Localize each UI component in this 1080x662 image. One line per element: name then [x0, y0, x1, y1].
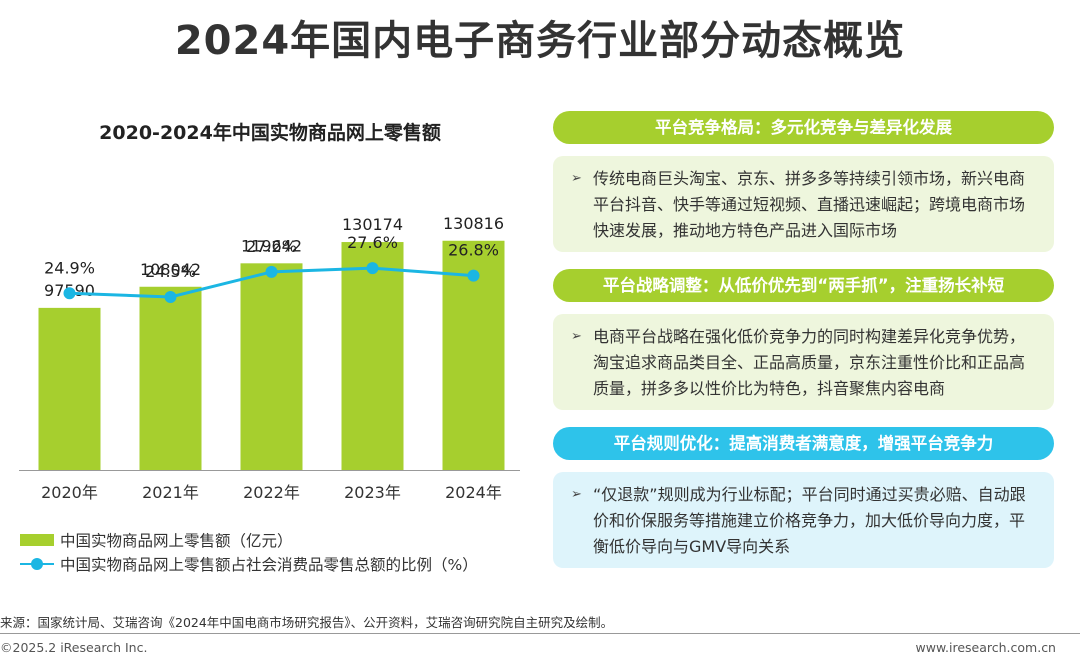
line-value-label-2: 27.2% [246, 237, 297, 256]
bar-value-label-1: 108042 [140, 260, 201, 279]
section-text-rules: “仅退款”规则成为行业标配；平台同时通过买贵必赔、自动跟价和价保服务等措施建立价… [593, 485, 1026, 556]
section-heading-rules: 平台规则优化：提高消费者满意度，增强平台竞争力 [553, 427, 1054, 460]
section-box-competition: ➢ 传统电商巨头淘宝、京东、拼多多等持续引领市场，新兴电商平台抖音、快手等通过短… [553, 156, 1054, 252]
line-point-3 [366, 262, 379, 275]
legend-bar-swatch [20, 534, 54, 546]
bar-value-label-4: 130816 [443, 214, 504, 233]
section-box-rules: ➢ “仅退款”规则成为行业标配；平台同时通过买贵必赔、自动跟价和价保服务等措施建… [553, 472, 1054, 568]
bar-2 [240, 263, 303, 470]
bar-value-label-3: 130174 [342, 215, 403, 234]
source-note: 来源：国家统计局、艾瑞咨询《2024年中国电商市场研究报告》、公开资料，艾瑞咨询… [0, 615, 614, 630]
section-heading-strategy: 平台战略调整：从低价优先到“两手抓”，注重扬长补短 [553, 269, 1054, 302]
page-title: 2024年国内电子商务行业部分动态概览 [174, 18, 906, 64]
section-text-competition: 传统电商巨头淘宝、京东、拼多多等持续引领市场，新兴电商平台抖音、快手等通过短视频… [593, 169, 1026, 240]
copyright: ©2025.2 iResearch Inc. [0, 640, 148, 655]
line-point-2 [265, 265, 278, 278]
website-link[interactable]: www.iresearch.com.cn [915, 640, 1057, 655]
chart-title: 2020-2024年中国实物商品网上零售额 [99, 122, 441, 144]
line-value-label-0: 24.9% [44, 258, 95, 277]
bullet-arrow-icon: ➢ [571, 487, 582, 502]
legend-line-swatch [20, 558, 54, 570]
x-tick-label-2: 2022年 [243, 483, 300, 502]
section-heading-competition: 平台竞争格局：多元化竞争与差异化发展 [553, 111, 1054, 144]
section-text-strategy: 电商平台战略在强化低价竞争力的同时构建差异化竞争优势，淘宝追求商品类目全、正品高… [593, 327, 1026, 398]
legend-line-label: 中国实物商品网上零售额占社会消费品零售总额的比例（%） [60, 556, 478, 574]
line-point-4 [467, 269, 480, 282]
combo-chart: 975902020年1080422021年1196422022年13017420… [19, 214, 520, 502]
line-value-label-1: 24.5% [145, 262, 196, 281]
x-tick-label-4: 2024年 [445, 483, 502, 502]
legend-item-line: 中国实物商品网上零售额占社会消费品零售总额的比例（%） [20, 552, 478, 576]
x-tick-label-0: 2020年 [41, 483, 98, 502]
bar-0 [38, 307, 101, 470]
footer-divider [0, 633, 1080, 634]
line-value-label-3: 27.6% [347, 233, 398, 252]
line-value-label-4: 26.8% [448, 241, 499, 260]
legend-item-bar: 中国实物商品网上零售额（亿元） [20, 528, 478, 552]
bar-3 [341, 242, 404, 470]
x-tick-label-1: 2021年 [142, 483, 199, 502]
x-tick-label-3: 2023年 [344, 483, 401, 502]
line-point-1 [164, 291, 177, 303]
bar-value-label-2: 119642 [241, 236, 302, 255]
section-box-strategy: ➢ 电商平台战略在强化低价竞争力的同时构建差异化竞争优势，淘宝追求商品类目全、正… [553, 314, 1054, 410]
bullet-arrow-icon: ➢ [571, 329, 582, 344]
bar-1 [139, 286, 202, 470]
bullet-arrow-icon: ➢ [571, 171, 582, 186]
legend-bar-label: 中国实物商品网上零售额（亿元） [60, 532, 293, 550]
chart-legend: 中国实物商品网上零售额（亿元） 中国实物商品网上零售额占社会消费品零售总额的比例… [20, 528, 478, 576]
line-point-0 [63, 287, 76, 300]
